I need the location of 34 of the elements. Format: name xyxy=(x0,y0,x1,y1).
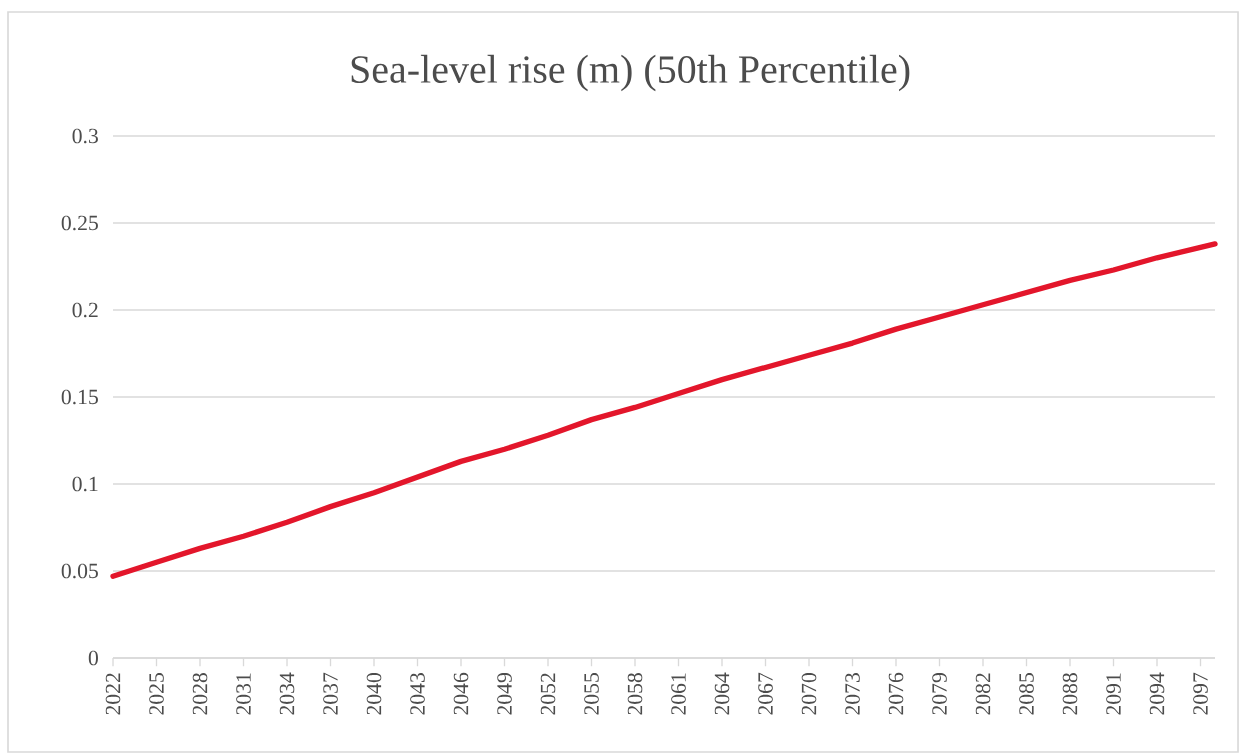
x-tick-label: 2079 xyxy=(932,673,947,715)
y-tick-label: 0.2 xyxy=(72,302,98,318)
x-tick-label: 2037 xyxy=(323,672,338,715)
x-tick-label: 2082 xyxy=(975,673,991,715)
x-tick-label: 2085 xyxy=(1019,673,1034,715)
x-tick-label: 2064 xyxy=(714,672,730,715)
x-tick-label: 2052 xyxy=(540,673,556,715)
x-tick-label: 2049 xyxy=(497,673,512,715)
x-tick-label: 2022 xyxy=(105,673,121,715)
y-tick-label: 0.15 xyxy=(61,389,98,405)
x-tick-label: 2091 xyxy=(1106,673,1121,715)
x-tick-label: 2097 xyxy=(1193,672,1208,715)
x-tick-label: 2073 xyxy=(845,673,860,715)
x-tick-label: 2067 xyxy=(758,672,773,715)
x-tick-label: 2058 xyxy=(627,673,643,715)
x-tick-label: 2046 xyxy=(453,672,469,715)
x-tick-label: 2055 xyxy=(584,673,599,715)
x-tick-label: 2028 xyxy=(192,673,208,715)
x-tick-label: 2040 xyxy=(366,673,382,715)
x-tick-label: 2034 xyxy=(279,672,295,715)
x-tick-label: 2070 xyxy=(801,673,817,715)
y-tick-label: 0.1 xyxy=(72,476,98,492)
y-tick-label: 0.05 xyxy=(61,563,98,579)
x-tick-label: 2025 xyxy=(149,673,164,715)
y-tick-label: 0.25 xyxy=(61,215,98,231)
y-tick-label: 0.3 xyxy=(72,128,98,144)
y-tick-label: 0 xyxy=(88,650,98,666)
x-tick-label: 2076 xyxy=(888,672,904,715)
x-tick-label: 2061 xyxy=(671,673,686,715)
chart-title: Sea-level rise (m) (50th Percentile) xyxy=(351,54,910,92)
x-tick-label: 2031 xyxy=(236,673,251,715)
x-tick-label: 2094 xyxy=(1149,672,1165,715)
x-tick-label: 2043 xyxy=(410,673,425,715)
x-tick-label: 2088 xyxy=(1062,673,1078,715)
